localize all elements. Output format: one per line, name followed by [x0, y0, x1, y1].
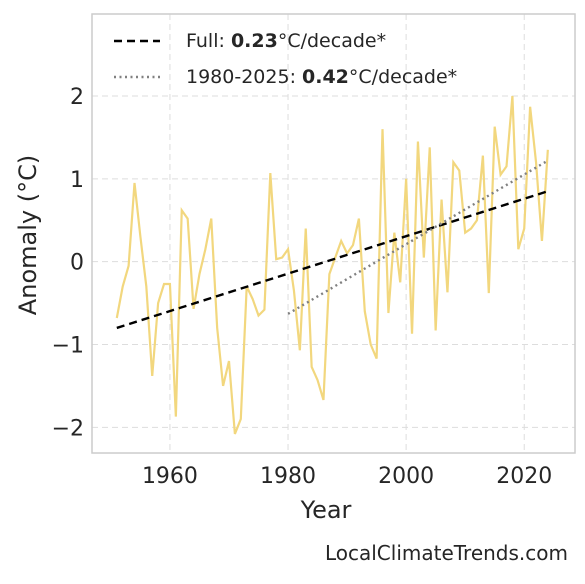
y-tick-label: 2 — [70, 85, 84, 110]
footer: LocalClimateTrends.com — [325, 541, 568, 565]
x-tick-label: 2020 — [496, 464, 552, 489]
legend-text: °C/decade* — [278, 30, 386, 52]
plot-frame — [91, 13, 576, 454]
legend-label: 1980-2025: 0.42°C/decade* — [186, 66, 457, 88]
legend-label: Full: 0.23°C/decade* — [186, 30, 386, 52]
y-tick-label: −1 — [52, 333, 84, 358]
y-axis-label: Anomaly (°C) — [14, 155, 42, 315]
x-axis-label: Year — [300, 496, 352, 524]
x-tick-label: 1980 — [260, 464, 316, 489]
legend-text: °C/decade* — [349, 66, 457, 88]
x-tick-label: 1960 — [142, 464, 198, 489]
y-tick-label: 1 — [70, 168, 84, 193]
legend-text: Full: — [186, 30, 231, 52]
trend-line — [116, 190, 549, 330]
y-tick-label: 0 — [70, 251, 84, 276]
legend-text: 1980-2025: — [186, 66, 302, 88]
y-tick-label: −2 — [52, 416, 84, 441]
x-tick-label: 2000 — [378, 464, 434, 489]
trend-line — [287, 159, 549, 315]
data-line — [115, 95, 549, 435]
legend-text: 0.42 — [302, 66, 349, 88]
legend-text: 0.23 — [231, 30, 278, 52]
